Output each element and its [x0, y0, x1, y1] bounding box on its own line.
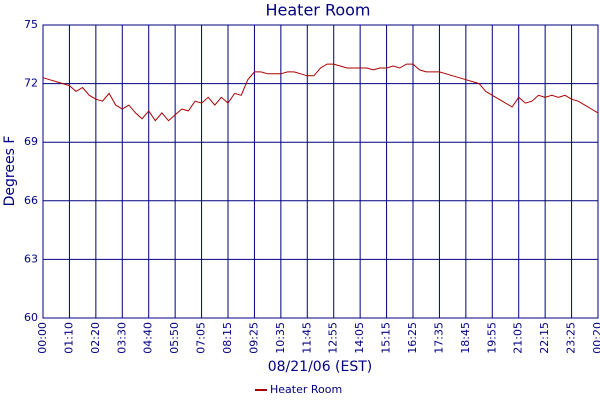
- x-axis-label: 08/21/06 (EST): [268, 359, 373, 375]
- x-tick-label: 10:35: [274, 322, 287, 354]
- x-tick-label: 02:20: [89, 322, 102, 354]
- x-tick-label: 16:25: [406, 322, 419, 354]
- y-tick-label: 72: [24, 77, 38, 90]
- y-tick-label: 63: [24, 252, 38, 265]
- chart-title: Heater Room: [265, 1, 370, 20]
- x-tick-label: 12:55: [327, 322, 340, 354]
- y-tick-label: 69: [24, 135, 38, 148]
- y-tick-label: 66: [24, 194, 38, 207]
- x-tick-label: 09:25: [247, 322, 260, 354]
- y-tick-label: 60: [24, 311, 38, 324]
- x-tick-label: 03:30: [115, 322, 128, 354]
- x-tick-label: 21:05: [512, 322, 525, 354]
- x-tick-label: 08:15: [221, 322, 234, 354]
- x-tick-label: 11:45: [300, 322, 313, 354]
- x-tick-label: 22:15: [538, 322, 551, 354]
- x-tick-label: 05:50: [168, 322, 181, 354]
- x-tick-label: 14:05: [353, 322, 366, 354]
- x-tick-label: 19:55: [485, 322, 498, 354]
- y-tick-label: 75: [24, 18, 38, 31]
- x-tick-label: 00:20: [591, 322, 600, 354]
- x-tick-label: 15:15: [380, 322, 393, 354]
- plot-area: [42, 24, 599, 319]
- x-tick-label: 00:00: [36, 322, 49, 354]
- y-axis-label: Degrees F: [2, 136, 18, 207]
- x-tick-label: 23:25: [565, 322, 578, 354]
- x-tick-label: 17:35: [432, 322, 445, 354]
- legend-label: Heater Room: [270, 383, 342, 396]
- x-tick-label: 18:45: [459, 322, 472, 354]
- x-tick-label: 01:10: [62, 322, 75, 354]
- x-tick-label: 04:40: [142, 322, 155, 354]
- x-tick-label: 07:05: [195, 322, 208, 354]
- data-line: [42, 63, 599, 122]
